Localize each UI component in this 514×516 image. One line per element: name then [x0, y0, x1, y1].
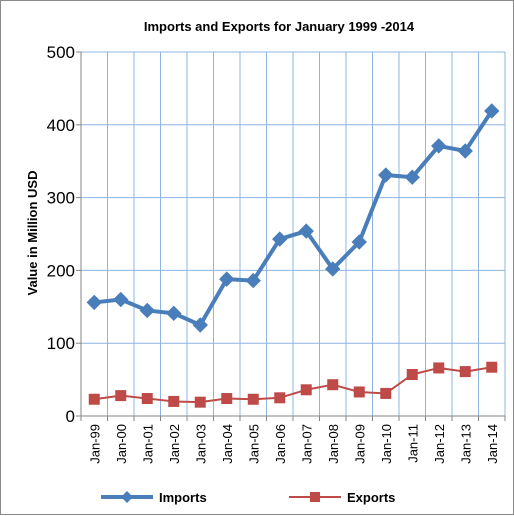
chart-title: Imports and Exports for January 1999 -20… — [144, 19, 415, 34]
data-point-imports — [351, 234, 367, 250]
x-tick-label: Jan-05 — [246, 424, 261, 464]
data-point-imports — [245, 272, 261, 289]
y-tick-label: 400 — [47, 116, 75, 135]
legend-label: Imports — [159, 490, 207, 505]
x-tick-label: Jan-00 — [114, 424, 129, 464]
data-point-imports — [325, 261, 341, 277]
data-point-exports — [433, 362, 445, 374]
x-tick-label: Jan-02 — [167, 424, 182, 464]
data-point-imports — [431, 138, 447, 154]
x-tick-label: Jan-09 — [352, 424, 367, 464]
y-tick-label: 500 — [47, 43, 75, 62]
data-point-exports — [406, 369, 418, 381]
x-tick-label: Jan-04 — [220, 424, 235, 464]
data-point-exports — [486, 361, 498, 373]
y-axis-label: Value in Million USD — [25, 171, 40, 296]
x-tick-label: Jan-07 — [299, 424, 314, 464]
y-tick-label: 200 — [47, 261, 75, 280]
series-imports — [86, 103, 500, 333]
data-point-exports — [88, 393, 100, 405]
x-tick-label: Jan-01 — [140, 424, 155, 464]
data-point-imports — [192, 317, 208, 333]
data-point-exports — [327, 379, 339, 391]
data-point-imports — [457, 143, 473, 159]
y-axis-ticks: 0 100 200 300 400 500 — [47, 43, 75, 426]
legend-marker — [121, 491, 133, 503]
x-axis-ticks: Jan-99 Jan-00 Jan-01 Jan-02 Jan-03 Jan-04 Jan-… — [87, 424, 500, 464]
data-point-exports — [168, 395, 180, 407]
data-point-imports — [378, 167, 394, 183]
data-point-imports — [139, 302, 155, 319]
legend-label: Exports — [347, 490, 395, 505]
data-point-imports — [219, 271, 235, 287]
x-tick-label: Jan-08 — [326, 424, 341, 464]
series-line-exports — [94, 366, 492, 404]
x-tick-label: Jan-03 — [193, 424, 208, 464]
x-tick-label: Jan-06 — [273, 424, 288, 464]
data-point-exports — [300, 384, 312, 396]
legend: Imports Exports — [101, 490, 395, 505]
x-tick-label: Jan-99 — [87, 424, 102, 464]
series-line-imports — [94, 109, 494, 327]
data-point-imports — [86, 294, 102, 311]
series-exports — [88, 361, 498, 408]
y-tick-label: 0 — [66, 407, 75, 426]
x-tick-label: Jan-13 — [458, 424, 473, 464]
x-tick-label: Jan-11 — [405, 424, 420, 463]
data-point-exports — [353, 386, 365, 398]
x-tick-label: Jan-14 — [485, 424, 500, 464]
y-tick-label: 300 — [47, 189, 75, 208]
data-point-exports — [459, 366, 471, 378]
x-tick-label: Jan-12 — [432, 424, 447, 464]
data-point-imports — [404, 169, 420, 185]
legend-item-imports: Imports — [101, 490, 207, 505]
y-tick-label: 100 — [47, 334, 75, 353]
legend-item-exports: Exports — [289, 490, 395, 505]
data-point-exports — [380, 387, 392, 399]
data-point-exports — [194, 396, 206, 408]
data-point-imports — [113, 291, 129, 308]
data-point-exports — [115, 390, 127, 402]
data-point-imports — [272, 231, 288, 247]
x-tick-label: Jan-10 — [379, 424, 394, 464]
axes — [76, 51, 506, 421]
data-point-exports — [274, 392, 286, 404]
data-point-exports — [141, 393, 153, 405]
data-point-imports — [298, 223, 314, 239]
data-point-exports — [221, 393, 233, 405]
data-point-imports — [484, 103, 500, 119]
series — [86, 103, 500, 408]
data-point-exports — [247, 393, 259, 405]
data-point-imports — [166, 305, 182, 322]
legend-marker — [310, 492, 320, 502]
